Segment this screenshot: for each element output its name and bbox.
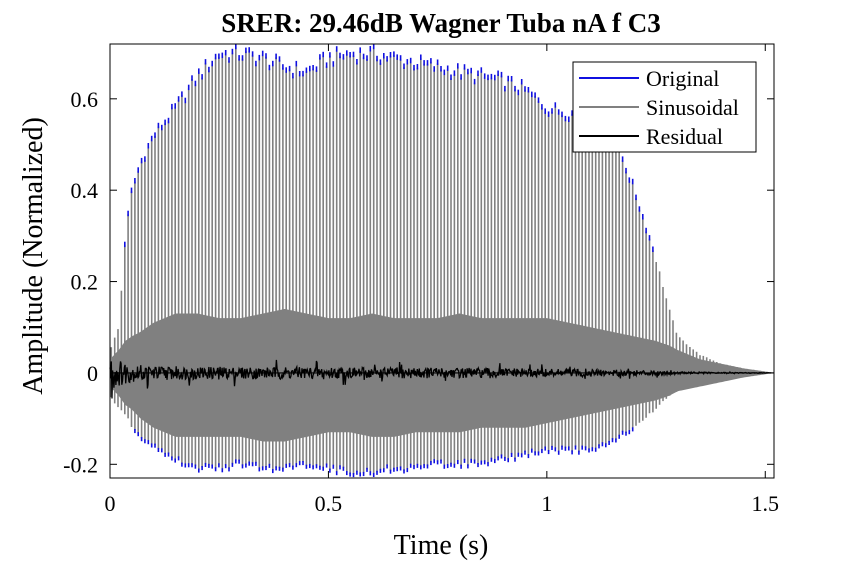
chart-title: SRER: 29.46dB Wagner Tuba nA f C3 [221, 8, 660, 38]
x-tick-label: 0 [105, 491, 116, 516]
y-axis: -0.2 0 0.2 0.4 0.6 [63, 87, 774, 477]
y-tick-label: 0.6 [71, 87, 99, 112]
y-axis-label: Amplitude (Normalized) [18, 117, 49, 395]
legend: Original Sinusoidal Residual [572, 61, 757, 153]
x-tick-label: 1 [541, 491, 552, 516]
legend-label: Original [646, 66, 719, 91]
y-tick-label: 0.4 [71, 178, 99, 203]
sinusoidal-series-group [110, 47, 772, 475]
y-tick-label: 0 [87, 361, 98, 386]
plot-area [109, 43, 774, 478]
x-axis-label: Time (s) [394, 530, 489, 561]
axes-box [109, 43, 775, 479]
x-axis: 0 0.5 1 1.5 [105, 44, 780, 516]
legend-label: Sinusoidal [646, 95, 739, 120]
x-tick-label: 0.5 [315, 491, 343, 516]
y-tick-label: -0.2 [63, 452, 98, 477]
legend-label: Residual [646, 124, 723, 149]
residual-series-group [109, 359, 774, 399]
y-tick-label: 0.2 [71, 270, 99, 295]
x-tick-label: 1.5 [752, 491, 780, 516]
original-series-group [124, 43, 654, 478]
